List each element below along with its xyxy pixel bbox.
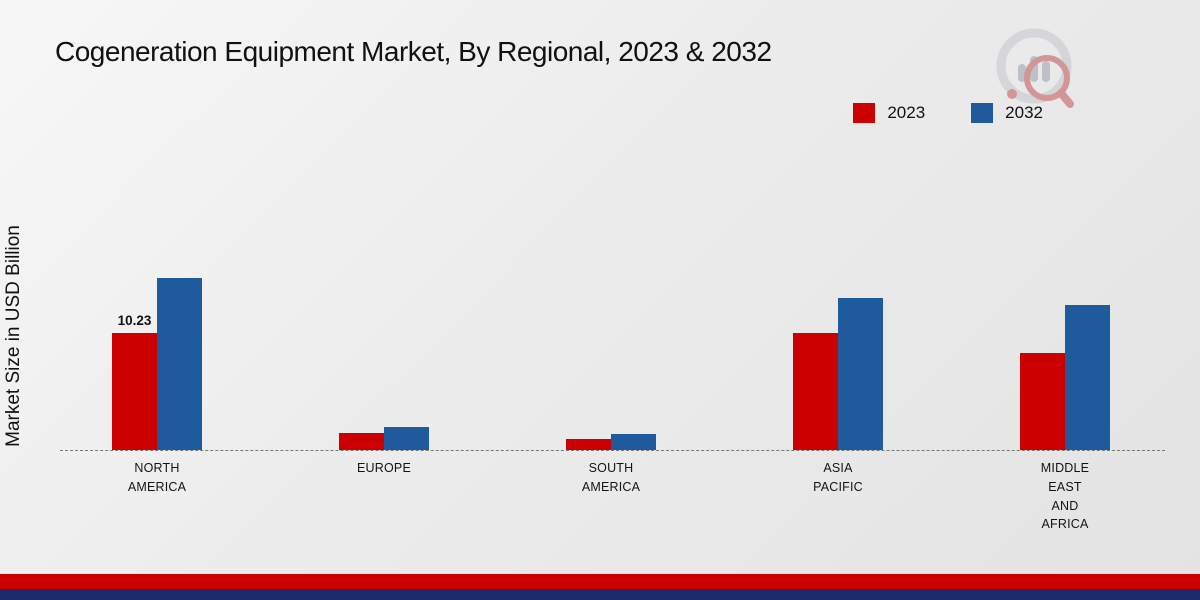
chart-title: Cogeneration Equipment Market, By Region… bbox=[55, 36, 772, 67]
bar-2032-2 bbox=[384, 427, 429, 450]
brand-logo bbox=[990, 28, 1082, 119]
legend-item-2023: 2023 bbox=[853, 103, 925, 123]
legend-item-2032: 2032 bbox=[971, 103, 1043, 123]
bar-2032-4 bbox=[838, 297, 883, 450]
x-tick-label-5: MIDDLE EAST AND AFRICA bbox=[1040, 461, 1090, 532]
bar-value-label: 10.23 bbox=[117, 312, 152, 328]
bar-2032-3 bbox=[611, 433, 656, 450]
bar-2023-1 bbox=[112, 332, 157, 450]
bar-2023-3 bbox=[566, 438, 611, 450]
bar-2023-5 bbox=[1020, 352, 1065, 450]
brand-logo-icon bbox=[996, 28, 1074, 108]
bar-2023-4 bbox=[793, 333, 838, 450]
x-tick-label-2: EUROPE bbox=[357, 461, 411, 475]
bar-chart: NORTH AMERICA EUROPE SOUTH AMERICA ASIA PAC… bbox=[60, 140, 1165, 560]
y-axis-label: Market Size in USD Billion bbox=[3, 225, 24, 447]
bar-2032-1 bbox=[157, 278, 202, 450]
footer-navy-stripe bbox=[0, 589, 1200, 600]
legend-swatch-2023 bbox=[853, 103, 876, 123]
x-axis-line bbox=[60, 450, 1165, 451]
x-tick-label-1: NORTH AMERICA bbox=[127, 461, 187, 494]
legend-label-2032: 2032 bbox=[1005, 103, 1043, 122]
x-tick-label-4: ASIA PACIFIC bbox=[813, 461, 863, 494]
legend-swatch-2032 bbox=[971, 103, 994, 123]
x-tick-label-3: SOUTH AMERICA bbox=[581, 461, 641, 494]
bar-2023-2 bbox=[339, 432, 384, 450]
bar-2032-5 bbox=[1065, 304, 1110, 450]
chart-legend: 2023 2032 bbox=[853, 103, 1043, 123]
footer-red-stripe bbox=[0, 574, 1200, 589]
legend-label-2023: 2023 bbox=[887, 103, 926, 122]
